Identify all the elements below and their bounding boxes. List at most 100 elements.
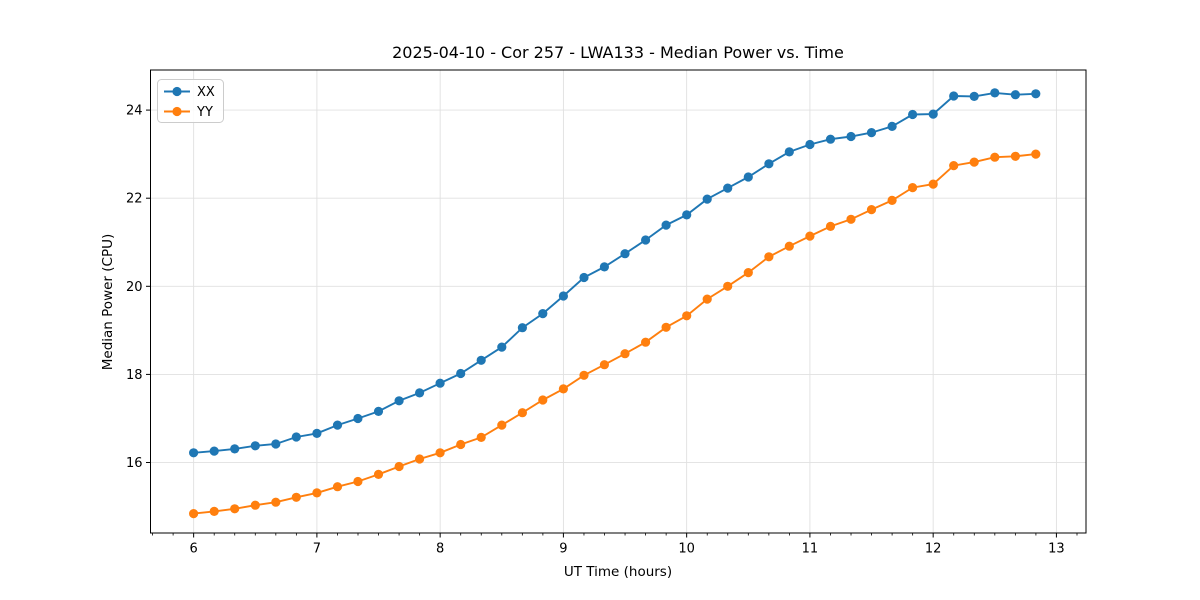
data-point-yy: [415, 454, 425, 464]
x-tick-label: 7: [313, 542, 321, 557]
y-axis-label: Median Power (CPU): [100, 234, 116, 370]
data-point-xx: [825, 134, 836, 144]
data-point-yy: [312, 488, 322, 498]
data-point-yy: [271, 497, 281, 507]
data-point-yy: [764, 252, 774, 262]
data-point-xx: [332, 420, 343, 430]
data-point-yy: [538, 395, 548, 405]
x-tick-label: 8: [436, 542, 444, 557]
data-point-yy: [373, 469, 384, 479]
data-point-xx: [743, 172, 753, 182]
legend: XX YY: [157, 79, 224, 123]
data-point-yy: [394, 461, 404, 472]
data-point-xx: [250, 441, 260, 451]
legend-marker-yy: [172, 106, 182, 117]
data-point-xx: [990, 88, 1000, 98]
data-point-xx: [373, 406, 384, 416]
y-tick-label: 24: [126, 104, 143, 119]
data-point-xx: [702, 194, 712, 204]
data-point-yy: [825, 221, 836, 231]
data-point-yy: [291, 492, 301, 502]
data-point-xx: [1031, 89, 1041, 99]
x-tick-label: 6: [189, 542, 197, 557]
data-point-yy: [743, 268, 753, 278]
data-point-yy: [435, 448, 445, 458]
data-point-yy: [969, 157, 979, 167]
data-point-xx: [928, 109, 938, 119]
data-point-yy: [209, 506, 219, 516]
data-point-yy: [189, 508, 199, 519]
data-point-yy: [353, 476, 363, 487]
plot-border: [150, 69, 1087, 534]
data-point-xx: [230, 444, 240, 454]
data-point-yy: [332, 482, 343, 492]
data-point-xx: [271, 439, 281, 449]
data-point-yy: [846, 214, 856, 224]
data-point-yy: [661, 322, 671, 332]
data-point-yy: [1031, 149, 1041, 159]
x-tick-label: 12: [925, 542, 942, 557]
data-point-yy: [230, 504, 240, 514]
data-point-xx: [476, 355, 486, 365]
data-point-xx: [456, 368, 466, 379]
legend-label-xx: XX: [197, 85, 215, 100]
data-point-xx: [620, 249, 630, 259]
data-point-yy: [456, 439, 466, 450]
data-point-xx: [723, 183, 733, 193]
x-tick-label: 13: [1048, 542, 1065, 557]
data-point-yy: [805, 231, 815, 241]
y-tick-label: 16: [126, 456, 143, 471]
x-axis-label: UT Time (hours): [564, 564, 672, 580]
data-point-yy: [599, 360, 610, 370]
axes: 6 7 8 9 10 11 12 13 16 18 20 22 24: [126, 69, 1087, 557]
data-point-yy: [1010, 151, 1021, 161]
data-point-yy: [517, 408, 528, 418]
grid: [150, 70, 1086, 533]
data-point-yy: [702, 294, 712, 304]
data-point-xx: [969, 91, 979, 101]
data-point-xx: [641, 235, 651, 245]
series-layer: [189, 88, 1041, 519]
data-point-xx: [394, 396, 404, 406]
data-point-xx: [1010, 90, 1021, 100]
data-point-xx: [189, 448, 199, 458]
data-point-yy: [887, 195, 897, 205]
data-point-yy: [990, 152, 1000, 162]
data-point-xx: [517, 323, 528, 333]
data-point-xx: [415, 388, 425, 398]
data-point-xx: [291, 432, 301, 442]
legend-marker-xx: [172, 86, 182, 97]
y-tick-label: 18: [126, 368, 143, 383]
data-point-yy: [682, 311, 692, 321]
series-yy-line: [193, 153, 1036, 515]
data-point-xx: [682, 210, 692, 220]
data-point-xx: [497, 342, 507, 352]
data-point-xx: [805, 139, 815, 150]
series-xx-line: [193, 91, 1036, 454]
data-point-xx: [538, 309, 548, 319]
data-point-yy: [620, 349, 630, 359]
data-point-yy: [723, 281, 733, 291]
data-point-yy: [579, 370, 589, 380]
y-tick-label: 20: [126, 280, 143, 295]
chart-title: 2025-04-10 - Cor 257 - LWA133 - Median P…: [392, 43, 844, 62]
data-point-yy: [784, 241, 794, 251]
data-point-xx: [949, 91, 959, 101]
data-point-xx: [784, 147, 794, 157]
data-point-yy: [476, 432, 486, 442]
legend-label-yy: YY: [196, 105, 213, 120]
data-point-xx: [579, 272, 589, 283]
data-point-yy: [641, 337, 651, 347]
data-point-yy: [558, 384, 569, 394]
data-point-xx: [887, 121, 897, 131]
data-point-xx: [908, 109, 918, 120]
data-point-yy: [866, 205, 877, 215]
data-point-xx: [866, 128, 877, 138]
data-point-xx: [312, 428, 322, 438]
data-point-xx: [661, 220, 671, 230]
data-point-xx: [435, 378, 445, 388]
x-tick-label: 11: [802, 542, 819, 557]
data-point-yy: [497, 420, 507, 430]
y-tick-label: 22: [126, 192, 143, 207]
